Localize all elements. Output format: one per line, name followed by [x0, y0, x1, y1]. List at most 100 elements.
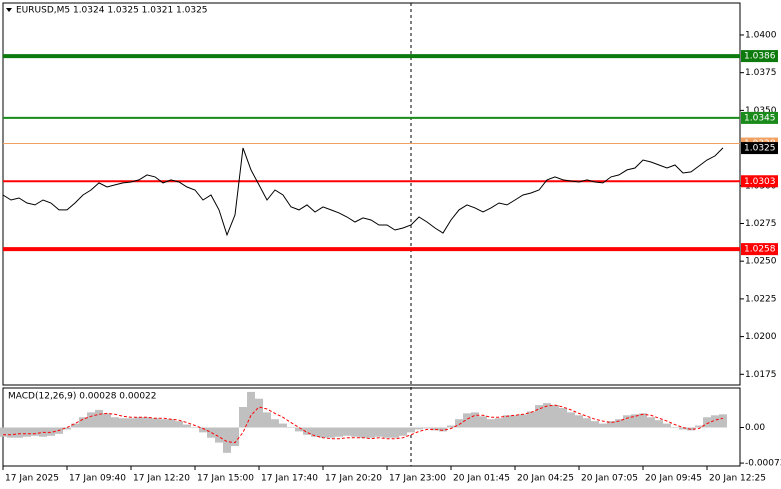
macd-bar — [47, 427, 55, 436]
macd-bar — [543, 403, 551, 428]
y-tick-label: -0.00073 — [745, 459, 781, 469]
macd-title: MACD(12,26,9) 0.00028 0.00022 — [8, 392, 157, 402]
macd-bar — [495, 418, 503, 428]
macd-bar — [407, 427, 415, 433]
macd-bar — [559, 407, 567, 428]
macd-bar — [207, 427, 215, 438]
macd-bar — [647, 417, 655, 428]
macd-bar — [623, 415, 631, 428]
macd-bar — [287, 427, 295, 428]
macd-bar — [551, 405, 559, 428]
macd-bar — [175, 421, 183, 428]
y-tick-label: 1.0250 — [745, 257, 777, 267]
x-tick-label: 17 Jan 20:20 — [325, 474, 382, 484]
macd-bar — [615, 419, 623, 428]
title-icon — [6, 8, 12, 12]
macd-bar — [535, 405, 543, 428]
macd-bar — [575, 415, 583, 428]
level-label-bg — [741, 175, 778, 188]
macd-bar — [279, 423, 287, 428]
macd-bar — [239, 407, 247, 428]
x-tick-label: 20 Jan 07:05 — [581, 474, 638, 484]
macd-bar — [399, 427, 407, 436]
macd-bar — [663, 423, 671, 428]
macd-bar — [519, 414, 527, 428]
macd-bar — [71, 423, 79, 428]
price-panel — [2, 2, 741, 386]
y-tick-label: 1.0225 — [745, 294, 777, 304]
macd-bar — [447, 425, 455, 428]
x-tick-label: 20 Jan 09:45 — [645, 474, 702, 484]
macd-bar — [295, 427, 303, 432]
macd-bar — [135, 417, 143, 428]
macd-bar — [375, 427, 383, 437]
macd-bar — [0, 427, 7, 437]
macd-bar — [119, 418, 127, 428]
y-tick-label: 1.0175 — [745, 370, 777, 380]
macd-bar — [591, 421, 599, 428]
y-tick-label: 1.0275 — [745, 219, 777, 229]
macd-bar — [527, 411, 535, 428]
macd-bar — [431, 427, 439, 431]
macd-bar — [343, 427, 351, 436]
x-tick-label: 20 Jan 04:25 — [517, 474, 574, 484]
signal-line — [3, 404, 724, 444]
macd-bar — [471, 412, 479, 428]
price-line — [2, 147, 724, 237]
x-tick-label: 17 Jan 2025 — [5, 474, 59, 484]
macd-bar — [391, 427, 399, 438]
macd-bar — [455, 419, 463, 428]
y-tick-label: 1.0200 — [745, 332, 777, 342]
x-tick-label: 17 Jan 23:00 — [389, 474, 446, 484]
macd-bar — [695, 425, 703, 428]
macd-bar — [479, 416, 487, 428]
macd-bar — [271, 419, 279, 428]
macd-bar — [103, 413, 111, 428]
macd-bar — [95, 409, 103, 428]
macd-bar — [111, 417, 119, 428]
macd-bar — [311, 427, 319, 437]
macd-bar — [247, 391, 255, 428]
macd-bar — [143, 417, 151, 428]
x-tick-label: 17 Jan 15:00 — [197, 474, 254, 484]
macd-bar — [327, 427, 335, 438]
macd-bar — [31, 427, 39, 436]
y-tick-label: 1.0375 — [745, 68, 777, 78]
macd-bar — [183, 424, 191, 428]
macd-bar — [463, 413, 471, 428]
macd-bar — [199, 427, 207, 433]
macd-bar — [351, 427, 359, 437]
macd-bar — [231, 427, 239, 447]
macd-bar — [711, 415, 719, 428]
macd-bar — [159, 419, 167, 428]
level-label-bg — [741, 243, 778, 256]
macd-bar — [415, 427, 423, 430]
chart-title: EURUSD,M5 1.0324 1.0325 1.0321 1.0325 — [16, 6, 208, 16]
macd-bar — [127, 418, 135, 428]
macd-bar — [23, 427, 31, 437]
macd-bar — [423, 427, 431, 429]
macd-bar — [583, 418, 591, 428]
macd-bar — [191, 427, 199, 428]
macd-bar — [359, 427, 367, 438]
x-tick-label: 17 Jan 12:20 — [133, 474, 190, 484]
macd-bar — [439, 427, 447, 432]
macd-bar — [79, 417, 87, 428]
macd-bar — [703, 417, 711, 428]
macd-bar — [631, 414, 639, 428]
macd-bar — [671, 427, 679, 428]
last-price-label: 1.0325 — [744, 144, 776, 154]
macd-bar — [503, 415, 511, 428]
macd-bar — [255, 398, 263, 428]
level-label: 1.0303 — [744, 177, 776, 187]
macd-bar — [639, 413, 647, 428]
macd-bar — [655, 420, 663, 428]
level-label-bg — [741, 111, 778, 124]
level-label-bg — [741, 50, 778, 63]
macd-bar — [167, 419, 175, 428]
x-tick-label: 20 Jan 01:45 — [453, 474, 510, 484]
x-tick-label: 17 Jan 17:40 — [261, 474, 318, 484]
macd-bar — [63, 427, 71, 430]
macd-bar — [87, 412, 95, 428]
